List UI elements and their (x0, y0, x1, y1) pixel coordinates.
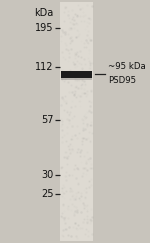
Text: 57: 57 (41, 115, 53, 125)
Ellipse shape (73, 197, 77, 201)
Text: PSD95: PSD95 (108, 76, 136, 85)
Bar (60, 2, 93, 241)
Ellipse shape (68, 27, 73, 31)
Text: 30: 30 (41, 170, 53, 180)
Text: kDa: kDa (34, 8, 53, 18)
Bar (61, 71, 92, 78)
Text: ~95 kDa: ~95 kDa (108, 62, 146, 71)
Text: 195: 195 (35, 23, 53, 33)
Text: 112: 112 (35, 62, 53, 72)
Text: 25: 25 (41, 189, 53, 200)
Bar (61, 78, 92, 80)
